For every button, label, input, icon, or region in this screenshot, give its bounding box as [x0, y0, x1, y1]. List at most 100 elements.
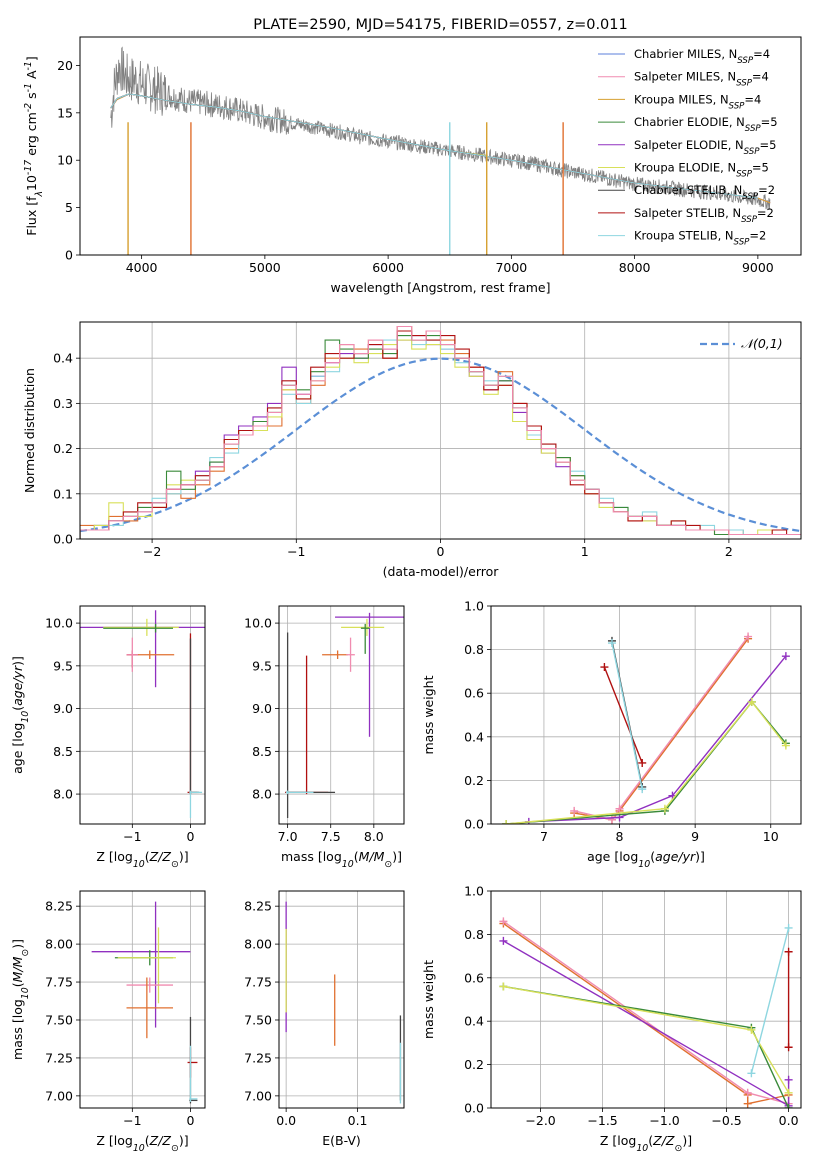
- mass-vs-z-panel: −1 0 7.00 7.25 7.50 7.75 8.00 8.25 Z [log10(Z/Z⊙…: [10, 890, 206, 1154]
- y-tick-label: 7.75: [244, 975, 272, 990]
- legend-label: Chabrier ELODIE, NSSP=5: [634, 115, 778, 134]
- x-tick-label: 0.0: [779, 1113, 799, 1128]
- plus-marker: [499, 982, 508, 991]
- x-tick-label: 7000: [495, 260, 527, 275]
- x-tick-label: −0.5: [711, 1113, 741, 1128]
- plot-area: [285, 901, 402, 1104]
- y-axis-label: Normed distribution: [22, 368, 37, 493]
- y-tick-label: 8.25: [45, 899, 73, 914]
- x-tick-label: 8.0: [364, 829, 384, 844]
- plus-marker: [784, 1088, 793, 1097]
- y-tick-label: 7.25: [244, 1050, 272, 1065]
- plus-marker: [781, 741, 790, 750]
- chart-title: PLATE=2590, MJD=54175, FIBERID=0557, z=0…: [253, 17, 627, 33]
- x-tick-label: 6000: [372, 260, 404, 275]
- weight-line: [503, 985, 790, 1094]
- y-tick-label: 8.00: [244, 937, 272, 952]
- y-tick-label: 0.0: [464, 817, 484, 832]
- legend-label: Kroupa ELODIE, NSSP=5: [634, 161, 769, 180]
- y-tick-label: 8.0: [53, 787, 73, 802]
- model-spectrum-line: [110, 93, 758, 199]
- weight-line: [574, 638, 749, 821]
- plus-marker: [781, 652, 790, 661]
- x-tick-label: 4000: [126, 260, 158, 275]
- weight-line: [574, 636, 749, 821]
- errorbar: [335, 612, 404, 737]
- y-axis-label: age [log10(age/yr)]: [10, 656, 31, 774]
- y-tick-label: 1.0: [464, 599, 484, 614]
- y-tick-label: 8.5: [53, 744, 73, 759]
- spectrum-panel: 4000 5000 6000 7000 8000 9000 0 5 10 15 20 waveleng…: [23, 17, 802, 295]
- plus-marker: [615, 804, 624, 813]
- errorbar: [187, 1047, 198, 1078]
- plus-marker: [607, 815, 616, 824]
- y-tick-label: 0.8: [464, 642, 484, 657]
- mass-vs-ebv-panel: 0.0 0.1 7.00 7.25 7.50 7.75 8.00 8.25 E(B-V): [244, 890, 405, 1148]
- y-tick-label: 5: [65, 200, 73, 215]
- plus-marker: [502, 820, 511, 824]
- plot-area: [110, 46, 771, 255]
- errorbar: [187, 633, 198, 795]
- axes-frame: [79, 36, 802, 256]
- weight-line: [750, 927, 790, 1074]
- axes-frame: [79, 605, 206, 825]
- plot-area: [80, 610, 205, 819]
- legend: 𝒩(0,1): [700, 336, 783, 351]
- y-tick-label: 9.0: [53, 701, 73, 716]
- x-tick-label: −1: [123, 829, 141, 844]
- x-tick-label: 2: [725, 544, 733, 559]
- y-tick-label: 0.1: [53, 486, 73, 501]
- x-axis-label: wavelength [Angstrom, rest frame]: [330, 280, 550, 295]
- legend-label: Chabrier MILES, NSSP=4: [634, 47, 770, 66]
- y-tick-label: 0.0: [53, 532, 73, 547]
- y-tick-label: 10.0: [244, 616, 272, 631]
- x-tick-label: 1: [581, 544, 589, 559]
- plus-marker: [744, 632, 753, 641]
- legend-label: Chabrier STELIB, NSSP=2: [634, 183, 775, 202]
- gaussian-curve: [80, 357, 801, 533]
- errorbar: [189, 638, 200, 795]
- y-tick-label: 0.2: [464, 773, 484, 788]
- weight-vs-z-panel: −2.0 −1.5 −1.0 −0.5 0.0 0.0 0.2 0.4 0.6 0.8 1.0 Z […: [421, 884, 802, 1154]
- errorbar: [360, 623, 370, 654]
- weight-line: [528, 655, 787, 823]
- y-tick-label: 20: [57, 58, 73, 73]
- axes-frame: [278, 605, 405, 825]
- x-tick-label: 5000: [249, 260, 281, 275]
- errorbar: [285, 790, 314, 795]
- y-tick-label: 8.25: [244, 899, 272, 914]
- x-axis-label: Z [log10(Z/Z⊙)]: [96, 849, 188, 870]
- errorbar: [126, 637, 139, 672]
- x-tick-label: 8: [616, 829, 624, 844]
- x-tick-label: −2: [143, 544, 161, 559]
- weight-line: [611, 642, 643, 790]
- y-tick-label: 7.50: [244, 1012, 272, 1027]
- legend-label: Kroupa STELIB, NSSP=2: [634, 229, 766, 248]
- weight-line: [603, 666, 643, 764]
- errorbar: [189, 1045, 198, 1102]
- plus-marker: [784, 947, 793, 956]
- weight-line: [502, 922, 789, 1105]
- x-tick-label: 10: [763, 829, 779, 844]
- errorbar: [341, 618, 385, 636]
- plot-area: [285, 612, 404, 819]
- weight-vs-age-panel: 7 8 9 10 0.0 0.2 0.4 0.6 0.8 1.0 age [log10(age/yr…: [421, 599, 802, 870]
- legend-label: Kroupa MILES, NSSP=4: [634, 92, 761, 111]
- plus-marker: [747, 1069, 756, 1078]
- plus-marker: [638, 785, 647, 794]
- legend: Chabrier MILES, NSSP=4 Salpeter MILES, NS…: [598, 47, 778, 248]
- y-tick-label: 15: [57, 105, 73, 120]
- y-tick-label: 7.00: [45, 1088, 73, 1103]
- x-axis-label: mass [log10(M/M⊙)]: [281, 849, 402, 870]
- y-tick-label: 0.2: [53, 441, 73, 456]
- x-tick-label: −2.0: [525, 1113, 555, 1128]
- plus-marker: [607, 639, 616, 648]
- weight-line: [503, 940, 790, 1108]
- y-tick-label: 9.5: [53, 658, 73, 673]
- y-tick-label: 8.00: [45, 937, 73, 952]
- plot-area: [91, 901, 198, 1104]
- x-axis-label: age [log10(age/yr)]: [587, 849, 705, 870]
- plot-area: [499, 917, 793, 1108]
- y-tick-label: 1.0: [464, 884, 484, 899]
- errorbar: [322, 650, 348, 660]
